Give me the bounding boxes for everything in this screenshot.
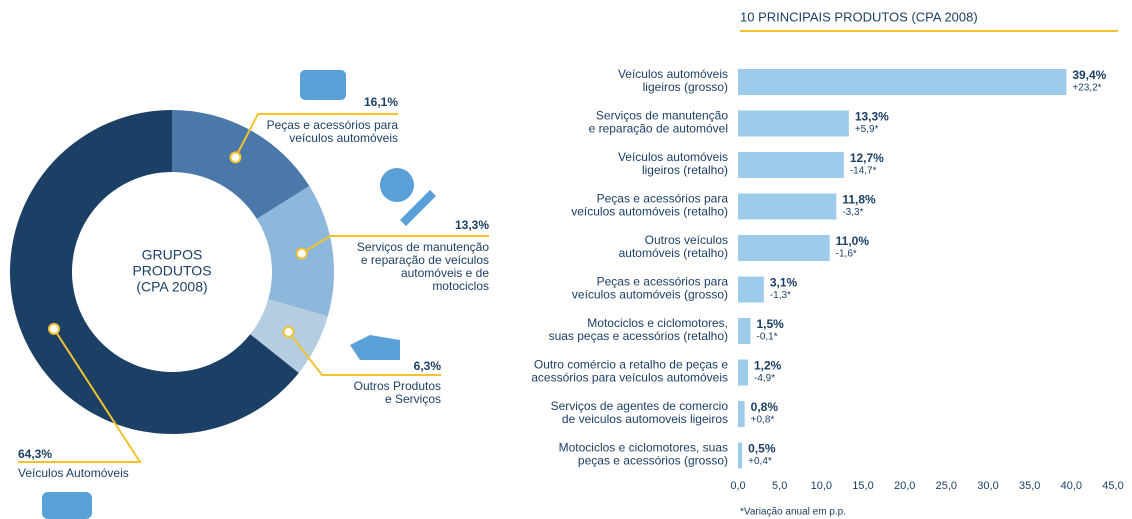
leader-dot — [47, 322, 60, 335]
x-tick-label: 10,0 — [811, 480, 832, 492]
category-label: Outros Produtos — [354, 379, 441, 393]
category-label: Veículos automóveis — [618, 67, 728, 81]
value-label: 64,3% — [18, 447, 52, 461]
x-tick-label: 0,0 — [730, 480, 745, 492]
category-label: Motociclos e ciclomotores, suas — [559, 441, 728, 455]
category-label: Serviços de agentes de comercio — [551, 399, 729, 413]
x-tick-label: 5,0 — [772, 480, 787, 492]
x-tick-label: 20,0 — [894, 480, 915, 492]
annotation: -0,1* — [757, 332, 778, 343]
category-label: acessórios para veículos automóveis — [531, 371, 728, 385]
leader-dot — [229, 151, 242, 164]
category-label: e Serviços — [385, 392, 441, 406]
category-label: peças e acessórios (grosso) — [578, 454, 728, 468]
category-label: Motociclos e ciclomotores, — [587, 316, 728, 330]
value-label: 39,4% — [1072, 68, 1106, 82]
annotation: +23,2* — [1072, 83, 1101, 94]
category-label: automóveis (retalho) — [619, 246, 728, 260]
annotation: +5,9* — [855, 124, 879, 135]
category-label: veículos automóveis (grosso) — [572, 288, 728, 302]
annotation: -4,9* — [754, 373, 775, 384]
category-label: ligeiros (retalho) — [642, 163, 728, 177]
annotation: +0,8* — [751, 415, 775, 426]
bar — [738, 110, 849, 137]
value-label: 3,1% — [770, 276, 798, 290]
annotation: +0,4* — [748, 456, 772, 467]
category-label: e reparação de veículos — [361, 253, 489, 267]
category-label: Veículos automóveis — [618, 150, 728, 164]
bar — [738, 401, 745, 427]
x-tick-label: 30,0 — [977, 480, 998, 492]
category-label: Veículos Automóveis — [18, 466, 129, 480]
category-label: Outro comércio a retalho de peças e — [534, 358, 728, 372]
chart-title: 10 PRINCIPAIS PRODUTOS (CPA 2008) — [740, 9, 978, 24]
center-label: PRODUTOS — [132, 263, 211, 279]
value-label: 12,7% — [850, 151, 884, 165]
category-label: Peças e acessórios para — [267, 118, 399, 132]
category-label: veículos automóveis (retalho) — [571, 205, 728, 219]
center-label: GRUPOS — [142, 247, 203, 263]
x-tick-label: 45,0 — [1102, 480, 1123, 492]
x-tick-label: 15,0 — [852, 480, 873, 492]
value-label: 13,3% — [855, 110, 889, 124]
category-label: ligeiros (grosso) — [643, 80, 728, 94]
donut-segment — [9, 110, 299, 434]
value-label: 11,8% — [842, 193, 876, 207]
x-tick-label: 35,0 — [1019, 480, 1040, 492]
leader-dot — [282, 325, 295, 338]
donut-segment — [256, 186, 334, 317]
annotation: -1,3* — [770, 290, 791, 301]
category-label: de veiculos automoveis ligeiros — [562, 412, 728, 426]
annotation: -14,7* — [850, 166, 877, 177]
center-label: (CPA 2008) — [136, 279, 207, 295]
bar — [738, 318, 751, 344]
value-label: 13,3% — [455, 218, 489, 232]
category-label: automóveis e de — [401, 266, 489, 280]
category-label: Serviços de manutenção — [596, 109, 728, 123]
x-tick-label: 25,0 — [936, 480, 957, 492]
category-label: Peças e acessórios para — [597, 192, 729, 206]
value-label: 1,5% — [757, 317, 785, 331]
category-label: Outros veículos — [645, 233, 728, 247]
category-label: suas peças e acessórios (retalho) — [549, 329, 728, 343]
icons — [42, 70, 436, 519]
value-label: 0,8% — [751, 400, 779, 414]
donut-segment — [172, 110, 310, 219]
category-label: motociclos — [432, 279, 489, 293]
bar — [738, 442, 743, 469]
category-label: Peças e acessórios para — [597, 275, 729, 289]
bar — [738, 152, 844, 178]
value-label: 6,3% — [414, 359, 442, 373]
bar — [738, 276, 764, 303]
annotation: -1,6* — [836, 249, 857, 260]
category-label: e reparação de automóvel — [589, 122, 728, 136]
value-label: 11,0% — [836, 234, 870, 248]
leader-line — [287, 331, 441, 376]
bar — [738, 69, 1067, 95]
bar — [738, 193, 837, 220]
bar — [738, 359, 748, 386]
category-label: veículos automóveis — [289, 131, 398, 145]
leader-line — [18, 328, 142, 463]
bar — [738, 235, 830, 261]
footnote: *Variação anual em p.p. — [740, 507, 846, 518]
category-label: Serviços de manutenção — [357, 240, 489, 254]
leader-line — [234, 113, 398, 158]
leader-dot — [295, 247, 308, 260]
value-label: 1,2% — [754, 359, 782, 373]
value-label: 0,5% — [748, 442, 776, 456]
leader-line — [301, 235, 489, 255]
x-tick-label: 40,0 — [1061, 480, 1082, 492]
annotation: -3,3* — [842, 207, 863, 218]
value-label: 16,1% — [364, 95, 398, 109]
